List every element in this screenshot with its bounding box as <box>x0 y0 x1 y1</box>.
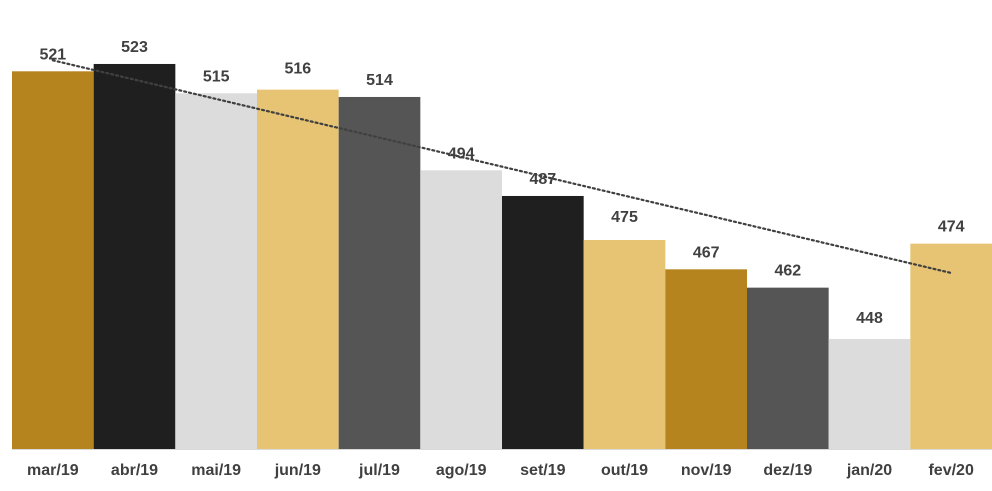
data-label: 523 <box>121 39 148 56</box>
x-tick-label: ago/19 <box>436 462 487 479</box>
bar-fev-20 <box>910 243 992 449</box>
bar-jun-19 <box>257 89 339 449</box>
x-tick-label: jan/20 <box>846 462 892 479</box>
bar-ago-19 <box>420 170 502 449</box>
bars-layer <box>12 63 992 450</box>
data-label: 462 <box>774 263 801 280</box>
data-label: 475 <box>611 209 638 226</box>
bar-dez-19 <box>747 287 829 449</box>
data-label: 487 <box>529 171 556 188</box>
bar-mai-19 <box>175 93 257 450</box>
bar-mar-19 <box>12 71 94 450</box>
x-tick-label: nov/19 <box>681 462 732 479</box>
x-tick-label: jun/19 <box>274 462 321 479</box>
x-tick-label: set/19 <box>520 462 565 479</box>
x-tick-label: mar/19 <box>27 462 79 479</box>
data-label: 467 <box>693 244 720 261</box>
bar-nov-19 <box>665 269 747 449</box>
data-label: 516 <box>284 61 311 78</box>
x-tick-label: abr/19 <box>111 462 158 479</box>
data-label: 521 <box>39 46 66 63</box>
bar-out-19 <box>583 239 666 449</box>
x-tick-label: mai/19 <box>191 462 241 479</box>
data-label: 515 <box>203 68 230 85</box>
bar-jul-19 <box>338 96 421 449</box>
data-label: 514 <box>366 72 393 89</box>
value-labels-layer: 521 523 515 516 514 494 487 475 467 462 448 474 <box>39 39 964 327</box>
data-label: 494 <box>448 145 475 162</box>
bar-jan-20 <box>828 338 911 449</box>
bar-abr-19 <box>93 63 176 449</box>
trendline <box>51 59 953 275</box>
bar-set-19 <box>502 195 584 449</box>
data-label: 448 <box>856 310 883 327</box>
data-label: 474 <box>938 219 965 236</box>
x-tick-label: dez/19 <box>763 462 812 479</box>
x-tick-label: fev/20 <box>928 462 973 479</box>
x-tick-label: jul/19 <box>358 462 400 479</box>
x-tick-labels-layer: mar/19 abr/19 mai/19 jun/19 jul/19 ago/19 set/… <box>27 462 974 479</box>
x-tick-label: out/19 <box>601 462 648 479</box>
